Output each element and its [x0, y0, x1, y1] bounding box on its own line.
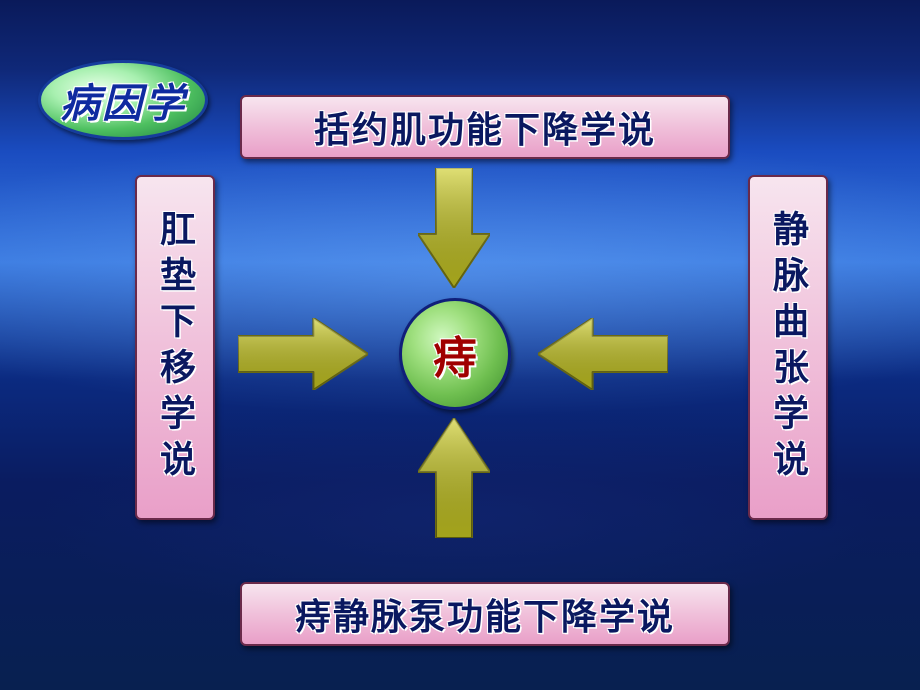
- box-left: 肛垫下移学说: [135, 175, 215, 520]
- arrow-left-icon: [538, 318, 668, 390]
- title-ellipse: 病因学: [38, 60, 208, 140]
- center-circle: 痔: [399, 298, 511, 410]
- box-bottom: 痔静脉泵功能下降学说: [240, 582, 730, 646]
- box-right: 静脉曲张学说: [748, 175, 828, 520]
- arrow-up-icon: [418, 418, 490, 538]
- box-left-text: 肛垫下移学说: [149, 210, 201, 486]
- box-top-text: 括约肌功能下降学说: [314, 101, 656, 153]
- center-text: 痔: [433, 322, 477, 386]
- arrow-down-icon: [418, 168, 490, 288]
- arrow-right-icon: [238, 318, 368, 390]
- title-text: 病因学: [60, 71, 186, 129]
- box-right-text: 静脉曲张学说: [762, 210, 814, 486]
- box-bottom-text: 痔静脉泵功能下降学说: [295, 588, 675, 640]
- box-top: 括约肌功能下降学说: [240, 95, 730, 159]
